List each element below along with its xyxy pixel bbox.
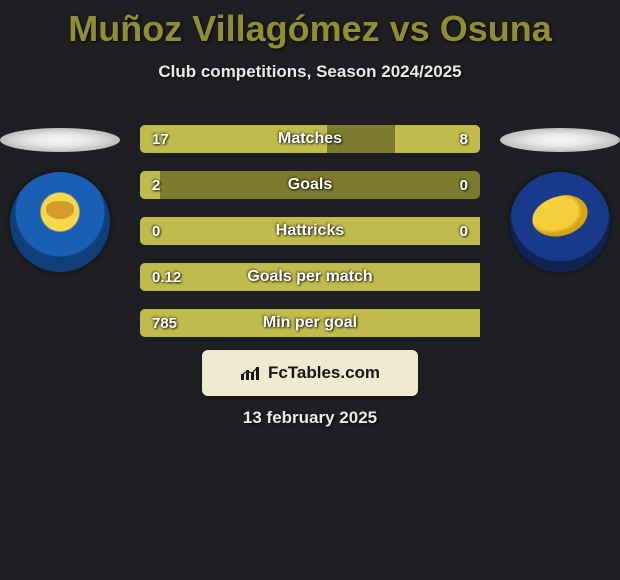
brand-badge: FcTables.com <box>202 350 418 396</box>
halo-ellipse-left <box>0 128 120 152</box>
team-left-crest-icon <box>10 172 110 272</box>
stat-bar-value-left: 2 <box>152 177 160 194</box>
stat-bar-row: 2 Goals 0 <box>140 171 480 199</box>
stat-bar-value-left: 0 <box>152 223 160 240</box>
stat-bar-label: Goals per match <box>247 268 372 286</box>
stat-bar-value-right: 8 <box>460 131 468 148</box>
stat-bar-value-left: 17 <box>152 131 169 148</box>
stat-bar-row: 0.12 Goals per match <box>140 263 480 291</box>
page-title: Muñoz Villagómez vs Osuna <box>0 0 620 50</box>
stat-bars: 17 Matches 8 2 Goals 0 0 Hattricks 0 0.12 Goals pe… <box>140 125 480 355</box>
bar-chart-icon <box>240 364 262 382</box>
brand-text: FcTables.com <box>268 363 380 383</box>
stat-bar-label: Matches <box>278 130 342 148</box>
stat-bar-value-left: 0.12 <box>152 269 181 286</box>
stat-bar-row: 785 Min per goal <box>140 309 480 337</box>
team-left-badge <box>0 128 120 272</box>
stat-bar-value-right: 0 <box>460 177 468 194</box>
team-right-badge <box>500 128 620 272</box>
halo-ellipse-right <box>500 128 620 152</box>
stat-bar-label: Hattricks <box>276 222 344 240</box>
stat-bar-row: 17 Matches 8 <box>140 125 480 153</box>
page-subtitle: Club competitions, Season 2024/2025 <box>0 62 620 82</box>
footer-date: 13 february 2025 <box>243 408 377 428</box>
stat-bar-label: Goals <box>288 176 332 194</box>
stat-bar-value-left: 785 <box>152 315 177 332</box>
stat-bar-value-right: 0 <box>460 223 468 240</box>
stat-bar-label: Min per goal <box>263 314 357 332</box>
team-right-crest-icon <box>510 172 610 272</box>
stat-bar-row: 0 Hattricks 0 <box>140 217 480 245</box>
